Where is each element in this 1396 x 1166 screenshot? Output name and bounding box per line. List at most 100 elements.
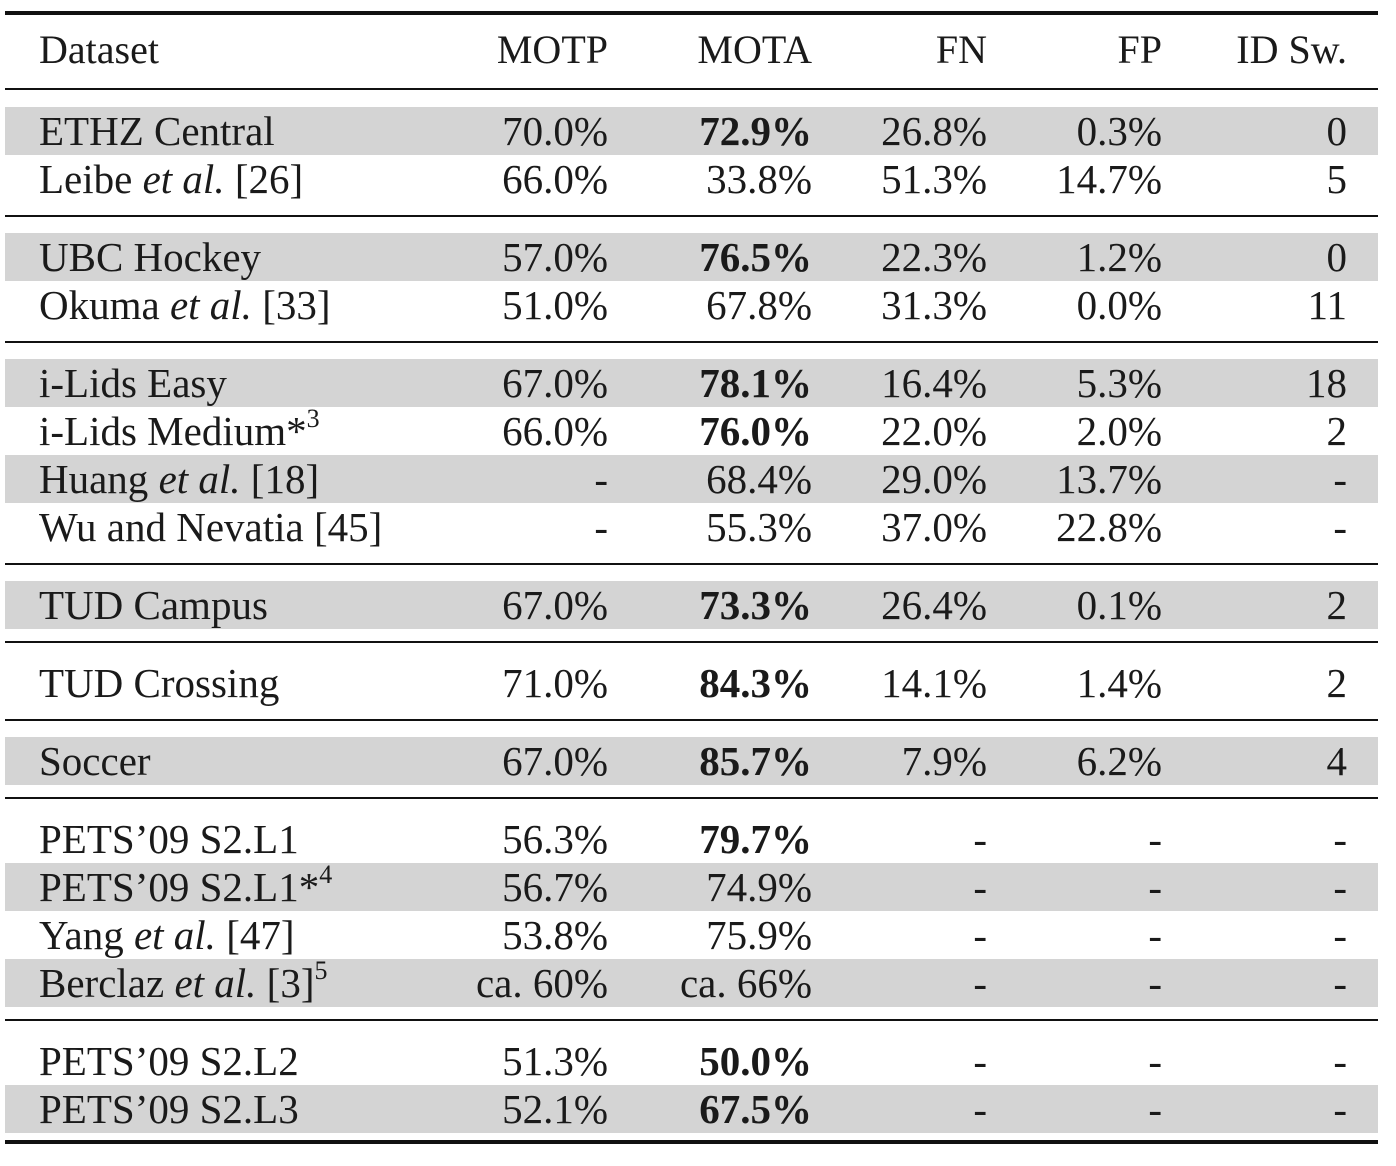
motp-cell: 56.3%	[502, 816, 608, 862]
fp-cell: -	[1148, 864, 1162, 910]
dataset-et-al: et al.	[169, 282, 252, 328]
table-row: Soccer 67.0% 85.7% 7.9% 6.2% 4	[5, 737, 1378, 785]
header-fn: FN	[935, 27, 987, 72]
id-switches-cell: -	[1333, 816, 1347, 862]
dataset-name: ETHZ Central	[39, 108, 275, 154]
id-switches-cell: 2	[1326, 582, 1348, 628]
dataset-cell: PETS’09 S2.L2	[39, 1037, 299, 1085]
fp-cell: 22.8%	[1056, 504, 1162, 550]
header-dataset: Dataset	[39, 27, 159, 72]
fn-cell: -	[973, 1086, 987, 1132]
id-switches-cell: 2	[1326, 660, 1348, 706]
table-row: i-Lids Easy 67.0% 78.1% 16.4% 5.3% 18	[5, 359, 1378, 407]
group-separator-rule	[5, 641, 1378, 643]
dataset-name: Huang	[39, 456, 159, 502]
mota-cell: 73.3%	[699, 582, 812, 628]
results-table: Dataset MOTP MOTA FN FP ID Sw. ETHZ Cent…	[5, 0, 1378, 1166]
fn-cell: 22.0%	[881, 408, 987, 454]
id-switches-cell: -	[1333, 504, 1347, 550]
motp-cell: 70.0%	[502, 108, 608, 154]
fn-cell: -	[973, 1038, 987, 1084]
table-row: TUD Campus 67.0% 73.3% 26.4% 0.1% 2	[5, 581, 1378, 629]
table-row: i-Lids Medium*3 66.0% 76.0% 22.0% 2.0% 2	[5, 404, 1378, 455]
mota-cell: 67.5%	[699, 1086, 812, 1132]
mota-cell: 76.0%	[699, 408, 812, 454]
dataset-cell: PETS’09 S2.L3	[39, 1085, 299, 1133]
dataset-cell: PETS’09 S2.L1*4	[39, 862, 332, 911]
dataset-cell: ETHZ Central	[39, 107, 275, 155]
footnote-marker: 3	[306, 404, 320, 433]
fn-cell: 22.3%	[881, 234, 987, 280]
fp-cell: 0.0%	[1076, 282, 1162, 328]
header-mota: MOTA	[697, 27, 812, 72]
dataset-citation: [47]	[215, 912, 295, 958]
header-id-switches: ID Sw.	[1236, 27, 1347, 72]
footnote-marker: 5	[314, 956, 328, 985]
dataset-cell: Berclaz et al. [3]5	[39, 956, 328, 1007]
motp-cell: 71.0%	[502, 660, 608, 706]
dataset-cell: i-Lids Easy	[39, 359, 227, 407]
group-separator-rule	[5, 215, 1378, 217]
dataset-name: Leibe	[39, 156, 143, 202]
fp-cell: 0.1%	[1076, 582, 1162, 628]
mota-cell: 84.3%	[699, 660, 812, 706]
bottom-rule	[5, 1140, 1378, 1144]
dataset-cell: Soccer	[39, 737, 151, 785]
mota-cell: 85.7%	[699, 738, 812, 784]
table-row: PETS’09 S2.L3 52.1% 67.5% - - -	[5, 1085, 1378, 1133]
motp-cell: 67.0%	[502, 738, 608, 784]
id-switches-cell: -	[1333, 456, 1347, 502]
dataset-cell: i-Lids Medium*3	[39, 404, 320, 455]
table-row: PETS’09 S2.L1*4 56.7% 74.9% - - -	[5, 862, 1378, 911]
group-separator-rule	[5, 1019, 1378, 1021]
fp-cell: 2.0%	[1076, 408, 1162, 454]
dataset-citation: [33]	[251, 282, 331, 328]
header-fp: FP	[1117, 27, 1163, 72]
motp-cell: 57.0%	[502, 234, 608, 280]
dataset-name: PETS’09 S2.L1*	[39, 864, 320, 910]
id-switches-cell: -	[1333, 1038, 1347, 1084]
mota-cell: 72.9%	[699, 108, 812, 154]
table-row: Huang et al. [18] - 68.4% 29.0% 13.7% -	[5, 455, 1378, 503]
dataset-cell: UBC Hockey	[39, 233, 261, 281]
dataset-cell: Okuma et al. [33]	[39, 281, 331, 329]
fp-cell: 1.2%	[1076, 234, 1162, 280]
fn-cell: -	[973, 816, 987, 862]
mota-cell: 78.1%	[699, 360, 812, 406]
dataset-cell: Leibe et al. [26]	[39, 155, 303, 203]
fp-cell: -	[1148, 912, 1162, 958]
id-switches-cell: 0	[1326, 108, 1348, 154]
fn-cell: 31.3%	[881, 282, 987, 328]
group-separator-rule	[5, 563, 1378, 565]
motp-cell: 51.3%	[502, 1038, 608, 1084]
fn-cell: -	[973, 960, 987, 1006]
dataset-cell: TUD Crossing	[39, 659, 279, 707]
fn-cell: 51.3%	[881, 156, 987, 202]
table-row: Wu and Nevatia [45] - 55.3% 37.0% 22.8% -	[5, 503, 1378, 551]
header-motp: MOTP	[496, 27, 608, 72]
id-switches-cell: -	[1333, 864, 1347, 910]
table-row: Leibe et al. [26] 66.0% 33.8% 51.3% 14.7% 5	[5, 155, 1378, 203]
table-row: Berclaz et al. [3]5 ca. 60% ca. 66% - - -	[5, 956, 1378, 1007]
fn-cell: 29.0%	[881, 456, 987, 502]
dataset-name: Okuma	[39, 282, 170, 328]
dataset-name: Wu and Nevatia [45]	[39, 504, 383, 550]
motp-cell: -	[594, 504, 608, 550]
table-row: ETHZ Central 70.0% 72.9% 26.8% 0.3% 0	[5, 107, 1378, 155]
mota-cell: 75.9%	[706, 912, 812, 958]
id-switches-cell: -	[1333, 1086, 1347, 1132]
dataset-name: i-Lids Medium*	[39, 408, 307, 454]
motp-cell: 51.0%	[502, 282, 608, 328]
fp-cell: 0.3%	[1076, 108, 1162, 154]
motp-cell: -	[594, 456, 608, 502]
motp-cell: 53.8%	[502, 912, 608, 958]
fn-cell: 16.4%	[881, 360, 987, 406]
table-row: Yang et al. [47] 53.8% 75.9% - - -	[5, 911, 1378, 959]
fp-cell: 5.3%	[1076, 360, 1162, 406]
top-rule	[5, 11, 1378, 15]
dataset-citation: [18]	[240, 456, 320, 502]
mota-cell: 33.8%	[706, 156, 812, 202]
dataset-cell: Wu and Nevatia [45]	[39, 503, 382, 551]
dataset-name: PETS’09 S2.L2	[39, 1038, 299, 1084]
motp-cell: 66.0%	[502, 408, 608, 454]
